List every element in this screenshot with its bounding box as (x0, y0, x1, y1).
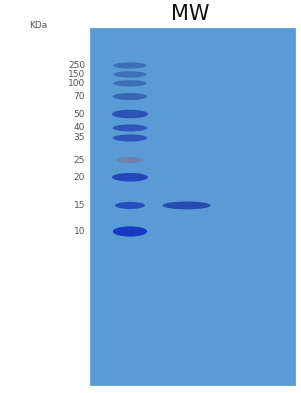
Ellipse shape (163, 202, 211, 209)
Text: 250: 250 (68, 61, 85, 70)
Ellipse shape (112, 173, 148, 182)
Text: 40: 40 (74, 123, 85, 132)
Bar (90, 28, 295, 385)
Ellipse shape (113, 62, 147, 69)
Text: 50: 50 (73, 110, 85, 119)
Ellipse shape (112, 110, 148, 118)
Text: 15: 15 (73, 201, 85, 210)
Text: KDa: KDa (29, 22, 47, 31)
Ellipse shape (113, 134, 147, 141)
Text: 70: 70 (73, 92, 85, 101)
Ellipse shape (113, 125, 147, 132)
Text: 150: 150 (68, 70, 85, 79)
Ellipse shape (113, 80, 147, 86)
Ellipse shape (113, 226, 147, 237)
Text: 35: 35 (73, 134, 85, 142)
Ellipse shape (116, 157, 144, 163)
Text: MW: MW (171, 4, 209, 24)
Text: 100: 100 (68, 79, 85, 88)
Text: 10: 10 (73, 227, 85, 236)
Text: 20: 20 (74, 173, 85, 182)
Ellipse shape (115, 202, 145, 209)
Text: 25: 25 (74, 156, 85, 165)
Ellipse shape (113, 93, 147, 100)
Ellipse shape (113, 71, 147, 77)
